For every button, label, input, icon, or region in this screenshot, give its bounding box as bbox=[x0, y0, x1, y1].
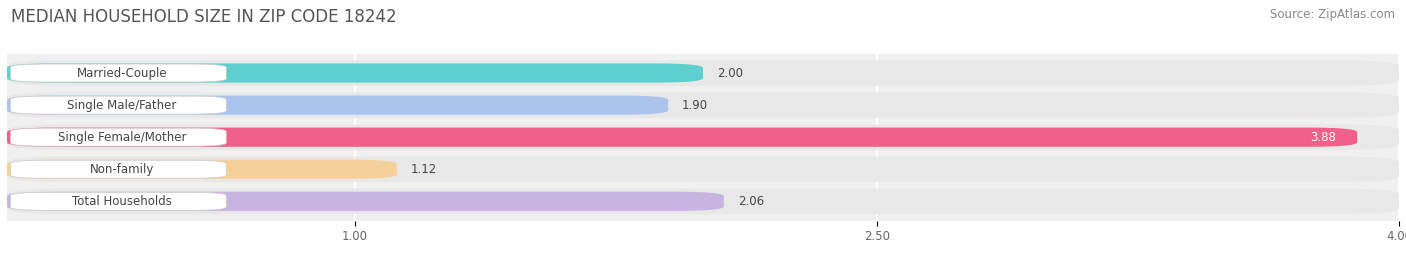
Text: 1.90: 1.90 bbox=[682, 99, 709, 112]
FancyBboxPatch shape bbox=[7, 63, 703, 83]
Text: Non-family: Non-family bbox=[90, 163, 155, 176]
FancyBboxPatch shape bbox=[10, 96, 226, 114]
FancyBboxPatch shape bbox=[7, 60, 1399, 86]
Text: Married-Couple: Married-Couple bbox=[76, 66, 167, 80]
Text: MEDIAN HOUSEHOLD SIZE IN ZIP CODE 18242: MEDIAN HOUSEHOLD SIZE IN ZIP CODE 18242 bbox=[11, 8, 396, 26]
Text: 2.00: 2.00 bbox=[717, 66, 742, 80]
FancyBboxPatch shape bbox=[7, 189, 1399, 214]
FancyBboxPatch shape bbox=[7, 157, 1399, 182]
Text: Source: ZipAtlas.com: Source: ZipAtlas.com bbox=[1270, 8, 1395, 21]
FancyBboxPatch shape bbox=[7, 124, 1399, 150]
Text: 2.06: 2.06 bbox=[738, 195, 763, 208]
FancyBboxPatch shape bbox=[10, 64, 226, 82]
Text: Single Female/Mother: Single Female/Mother bbox=[58, 131, 186, 144]
Text: 1.12: 1.12 bbox=[411, 163, 437, 176]
Text: Single Male/Father: Single Male/Father bbox=[67, 99, 177, 112]
FancyBboxPatch shape bbox=[7, 160, 396, 179]
FancyBboxPatch shape bbox=[7, 95, 668, 115]
FancyBboxPatch shape bbox=[10, 192, 226, 210]
Text: 3.88: 3.88 bbox=[1310, 131, 1336, 144]
FancyBboxPatch shape bbox=[7, 192, 724, 211]
FancyBboxPatch shape bbox=[10, 128, 226, 146]
FancyBboxPatch shape bbox=[10, 160, 226, 178]
FancyBboxPatch shape bbox=[7, 128, 1357, 147]
FancyBboxPatch shape bbox=[7, 92, 1399, 118]
Text: Total Households: Total Households bbox=[72, 195, 172, 208]
